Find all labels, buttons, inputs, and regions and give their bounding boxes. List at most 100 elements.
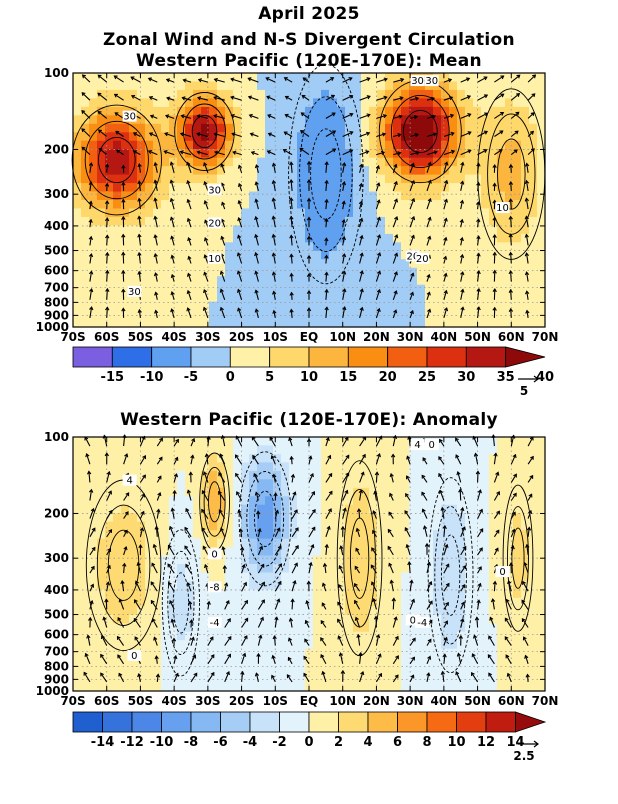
- field-cell: [73, 158, 82, 167]
- field-cell: [73, 462, 82, 471]
- field-cell: [489, 276, 498, 285]
- field-cell: [177, 259, 186, 268]
- field-cell: [489, 556, 498, 565]
- field-cell: [329, 598, 338, 607]
- field-cell: [449, 581, 458, 590]
- field-cell: [497, 649, 506, 658]
- field-cell: [521, 107, 530, 116]
- field-cell: [321, 310, 330, 319]
- field-cell: [177, 175, 186, 184]
- field-cell: [505, 141, 514, 150]
- field-cell: [113, 225, 122, 234]
- field-cell: [377, 513, 386, 522]
- field-cell: [529, 649, 538, 658]
- field-cell: [129, 462, 138, 471]
- field-cell: [481, 302, 490, 311]
- field-cell: [129, 683, 138, 692]
- field-cell: [465, 462, 474, 471]
- field-cell: [385, 640, 394, 649]
- field-cell: [113, 259, 122, 268]
- field-cell: [113, 564, 122, 573]
- figure-subtitle: Zonal Wind and N-S Divergent Circulation: [103, 30, 515, 50]
- field-cell: [313, 124, 322, 133]
- colorbar-tick-label: 40: [536, 370, 554, 385]
- field-cell: [161, 674, 170, 683]
- field-cell: [529, 462, 538, 471]
- field-cell: [73, 268, 82, 277]
- field-cell: [89, 124, 98, 133]
- field-cell: [201, 666, 210, 675]
- field-cell: [121, 445, 130, 454]
- field-cell: [401, 234, 410, 243]
- x-tick-label: 20S: [229, 330, 254, 344]
- field-cell: [161, 251, 170, 260]
- field-cell: [121, 437, 130, 446]
- field-cell: [345, 302, 354, 311]
- field-cell: [393, 505, 402, 514]
- field-cell: [433, 183, 442, 192]
- field-cell: [417, 115, 426, 124]
- field-cell: [225, 293, 234, 302]
- field-cell: [449, 175, 458, 184]
- field-cell: [225, 251, 234, 260]
- field-cell: [393, 462, 402, 471]
- field-cell: [193, 522, 202, 531]
- field-cell: [81, 225, 90, 234]
- field-cell: [361, 623, 370, 632]
- field-cell: [321, 183, 330, 192]
- field-cell: [121, 462, 130, 471]
- field-cell: [153, 90, 162, 99]
- field-cell: [481, 445, 490, 454]
- field-cell: [337, 132, 346, 141]
- field-cell: [537, 674, 546, 683]
- colorbar-swatch: [191, 347, 230, 367]
- field-cell: [113, 200, 122, 209]
- field-cell: [321, 683, 330, 692]
- field-cell: [257, 124, 266, 133]
- field-cell: [297, 115, 306, 124]
- field-cell: [329, 192, 338, 201]
- field-cell: [233, 158, 242, 167]
- field-cell: [113, 488, 122, 497]
- field-cell: [145, 479, 154, 488]
- field-cell: [201, 445, 210, 454]
- field-cell: [97, 200, 106, 209]
- field-cell: [497, 632, 506, 641]
- field-cell: [257, 437, 266, 446]
- field-cell: [97, 445, 106, 454]
- field-cell: [185, 437, 194, 446]
- field-cell: [249, 674, 258, 683]
- field-cell: [513, 234, 522, 243]
- field-cell: [505, 606, 514, 615]
- field-cell: [265, 234, 274, 243]
- field-cell: [233, 530, 242, 539]
- field-cell: [97, 513, 106, 522]
- field-cell: [225, 166, 234, 175]
- field-cell: [489, 666, 498, 675]
- field-cell: [281, 513, 290, 522]
- field-cell: [377, 259, 386, 268]
- field-cell: [129, 132, 138, 141]
- field-cell: [209, 302, 218, 311]
- field-cell: [145, 158, 154, 167]
- field-cell: [97, 556, 106, 565]
- field-cell: [297, 302, 306, 311]
- field-cell: [449, 124, 458, 133]
- field-cell: [121, 310, 130, 319]
- field-cell: [121, 539, 130, 548]
- field-cell: [537, 683, 546, 692]
- field-cell: [169, 192, 178, 201]
- field-cell: [401, 132, 410, 141]
- field-cell: [217, 208, 226, 217]
- field-cell: [513, 183, 522, 192]
- field-cell: [505, 666, 514, 675]
- field-cell: [433, 674, 442, 683]
- field-cell: [177, 183, 186, 192]
- field-cell: [521, 302, 530, 311]
- field-cell: [265, 192, 274, 201]
- field-cell: [433, 547, 442, 556]
- field-cell: [321, 192, 330, 201]
- field-cell: [521, 471, 530, 480]
- field-cell: [465, 471, 474, 480]
- field-cell: [137, 242, 146, 251]
